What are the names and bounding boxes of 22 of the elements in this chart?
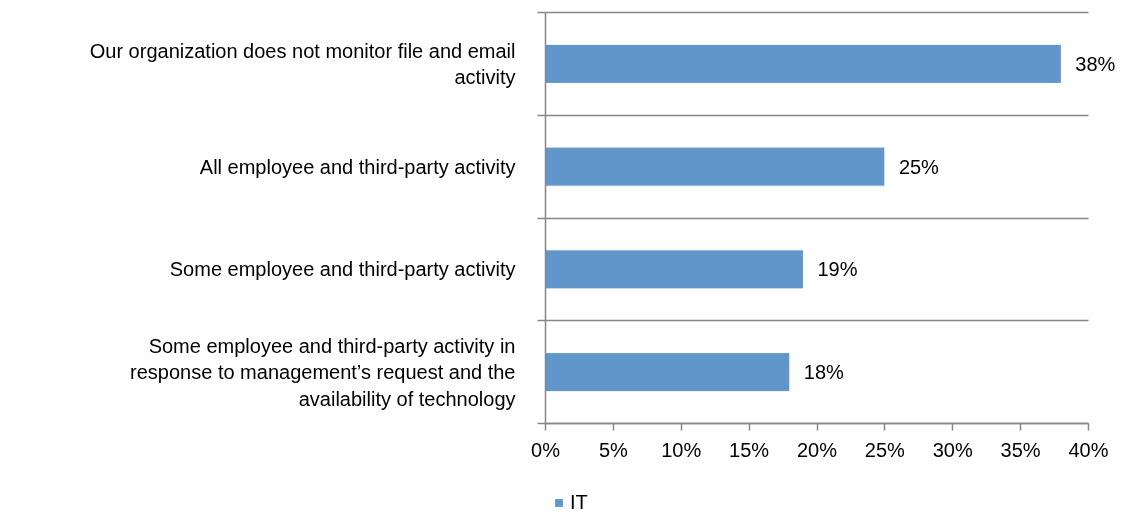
- y-tick-label: Some employee and third-party activity: [169, 258, 516, 281]
- data-label: 19%: [817, 258, 858, 281]
- y-tick-label: Some employee and third-party activity in response to management’s request and the availability of technology: [130, 334, 516, 410]
- x-tick-label: 20%: [796, 438, 838, 461]
- legend-label: IT: [570, 491, 589, 514]
- x-tick-label: 25%: [864, 438, 906, 461]
- y-tick-label: Our organization does not monitor file and email activity: [89, 39, 516, 89]
- y-tick-label: All employee and third-party activity: [199, 155, 516, 178]
- x-tick-label: 30%: [932, 438, 973, 461]
- x-tick-label: 35%: [1000, 438, 1041, 461]
- x-tick-label: 15%: [729, 438, 770, 461]
- x-tick-label: 0%: [531, 438, 561, 461]
- x-tick-label: 40%: [1068, 438, 1109, 461]
- data-label: 38%: [1075, 52, 1116, 75]
- bar: [545, 352, 791, 393]
- bar: [545, 43, 1062, 84]
- data-label: 18%: [803, 361, 845, 384]
- data-label: 25%: [898, 155, 940, 178]
- bar: [545, 146, 886, 187]
- x-tick-label: 5%: [598, 438, 629, 461]
- x-tick-label: 10%: [661, 438, 702, 461]
- bar: [545, 249, 804, 290]
